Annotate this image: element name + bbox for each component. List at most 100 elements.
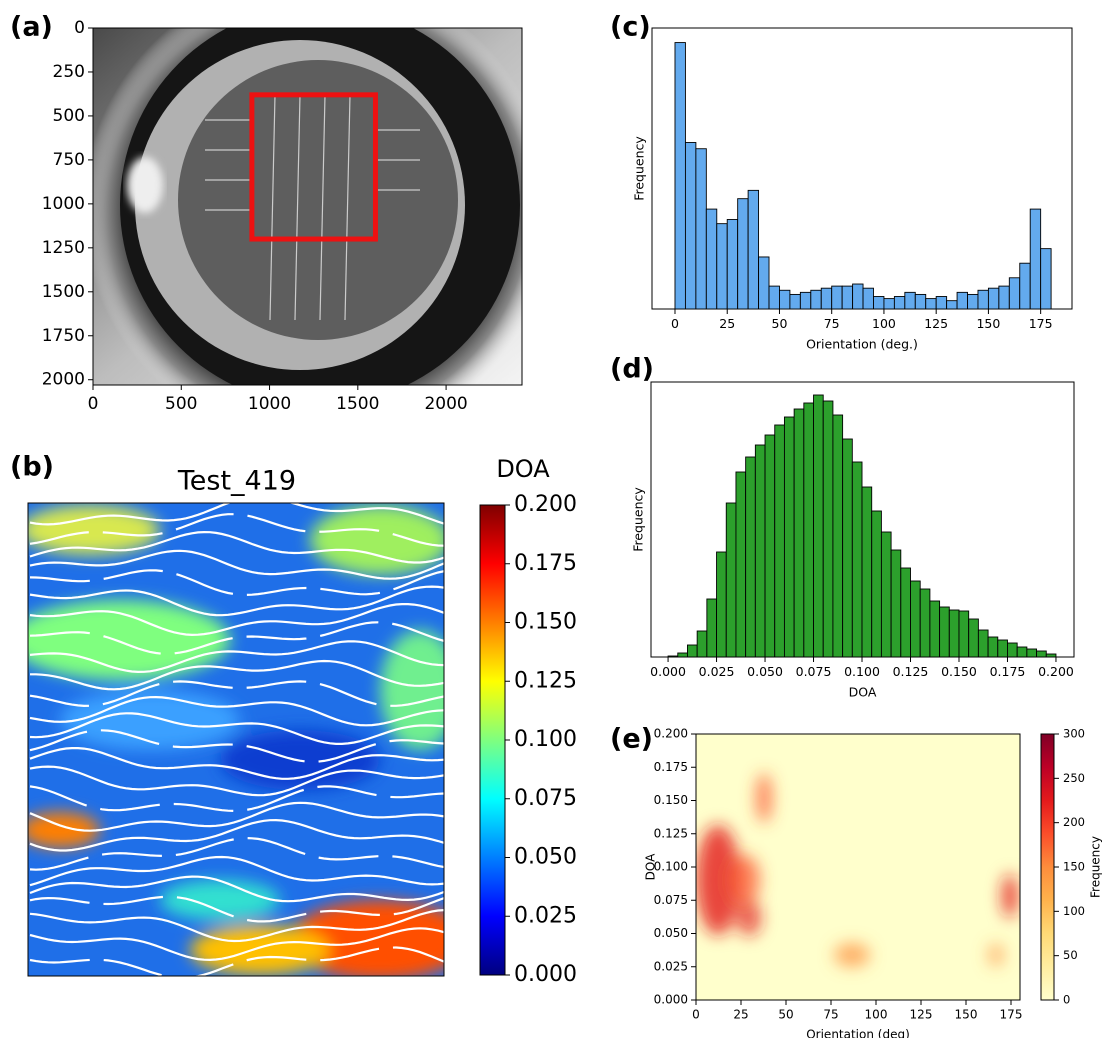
streamline <box>29 621 444 655</box>
bar <box>1029 208 1042 310</box>
x-axis-label: DOA <box>849 684 877 699</box>
streamline <box>29 895 444 923</box>
streamline <box>29 765 444 797</box>
bar <box>716 551 727 658</box>
bar <box>706 598 718 658</box>
bar <box>789 293 801 310</box>
y-tick-label: 1000 <box>42 194 85 214</box>
bar <box>687 644 698 658</box>
streamline <box>29 801 444 832</box>
bar <box>919 588 931 658</box>
bar <box>910 580 921 658</box>
streamline <box>29 569 444 597</box>
image-frame <box>27 502 445 977</box>
bar <box>696 630 708 658</box>
x-tick-label: 175 <box>1000 1008 1023 1022</box>
streamline <box>29 747 444 780</box>
bar <box>914 293 927 310</box>
streamline <box>29 785 444 813</box>
y-tick-label: 0.100 <box>654 860 688 874</box>
y-tick-label: 0.075 <box>654 893 688 907</box>
bar <box>1007 642 1018 658</box>
bar <box>764 434 776 658</box>
bar <box>1016 646 1028 658</box>
colorbar <box>479 504 506 976</box>
bar <box>929 600 941 658</box>
bar <box>987 287 1000 310</box>
panel-label: (c) <box>610 12 651 43</box>
x-tick-label: 0.000 <box>650 664 686 679</box>
streamline <box>29 603 444 637</box>
y-tick-label: 0.025 <box>654 959 688 973</box>
y-tick-label: 0.000 <box>654 993 688 1007</box>
x-tick-label: 0.200 <box>1038 664 1074 679</box>
bar <box>779 289 791 310</box>
x-tick-label: 150 <box>976 316 1000 331</box>
bar <box>977 629 989 658</box>
x-tick-label: 500 <box>165 394 197 414</box>
plot-frame <box>92 27 523 386</box>
y-axis-label: DOA <box>644 853 658 880</box>
bar <box>904 291 916 310</box>
x-tick-label: 100 <box>872 316 896 331</box>
streamline <box>29 680 444 708</box>
streamline <box>29 875 444 903</box>
bar <box>1008 277 1021 310</box>
bar <box>862 287 874 310</box>
y-tick-label: 1250 <box>42 238 85 258</box>
plot-frame <box>695 733 1021 1001</box>
bar <box>695 148 707 310</box>
bar <box>900 567 911 658</box>
y-tick-label: 250 <box>53 62 85 82</box>
x-tick-label: 100 <box>865 1008 888 1022</box>
colorbar-label: DOA <box>496 455 550 483</box>
x-tick-label: 1500 <box>336 394 379 414</box>
y-tick-label: 0.125 <box>654 826 688 840</box>
bar <box>939 606 950 658</box>
streamline <box>29 855 444 887</box>
panel-label: (d) <box>610 354 654 385</box>
x-tick-label: 125 <box>910 1008 933 1022</box>
colorbar-tick-label: 0.175 <box>514 551 577 576</box>
bar <box>948 609 960 658</box>
streamline <box>29 549 444 580</box>
streamline <box>29 946 444 976</box>
roi-box <box>249 92 378 242</box>
bar <box>842 438 853 658</box>
streamline <box>29 695 444 727</box>
streamline <box>29 585 444 617</box>
chart-title: Test_419 <box>177 466 296 497</box>
bar <box>684 142 697 310</box>
bar <box>832 414 844 658</box>
bar <box>667 655 679 658</box>
bar <box>737 198 749 310</box>
x-tick-label: 0 <box>671 316 679 331</box>
x-tick-label: 0.175 <box>990 664 1026 679</box>
colorbar-tick-label: 0.150 <box>514 610 577 635</box>
streamline <box>29 818 444 852</box>
y-axis-label: Frequency <box>631 487 646 552</box>
bar <box>925 298 937 310</box>
colorbar <box>1040 733 1055 1001</box>
colorbar-label: Frequency <box>1089 836 1103 898</box>
y-tick-label: 0.200 <box>654 727 688 741</box>
bar <box>968 618 979 658</box>
colorbar-tick-label: 300 <box>1063 727 1085 741</box>
bar <box>1036 650 1047 658</box>
x-tick-label: 75 <box>823 1008 838 1022</box>
streamline <box>29 909 444 943</box>
x-tick-label: 0.025 <box>699 664 735 679</box>
bar <box>977 289 989 310</box>
streamline <box>29 530 444 564</box>
bar <box>890 549 902 658</box>
bar <box>1045 653 1057 658</box>
y-axis-label: Frequency <box>632 136 647 201</box>
bar <box>871 510 882 658</box>
colorbar-tick-label: 0.200 <box>514 492 577 517</box>
x-axis-label: Orientation (deg.) <box>806 336 918 351</box>
colorbar-tick-label: 100 <box>1063 904 1085 918</box>
x-tick-label: 25 <box>719 316 735 331</box>
colorbar-tick-label: 200 <box>1063 815 1085 829</box>
bar <box>745 456 756 658</box>
bar <box>883 298 895 310</box>
